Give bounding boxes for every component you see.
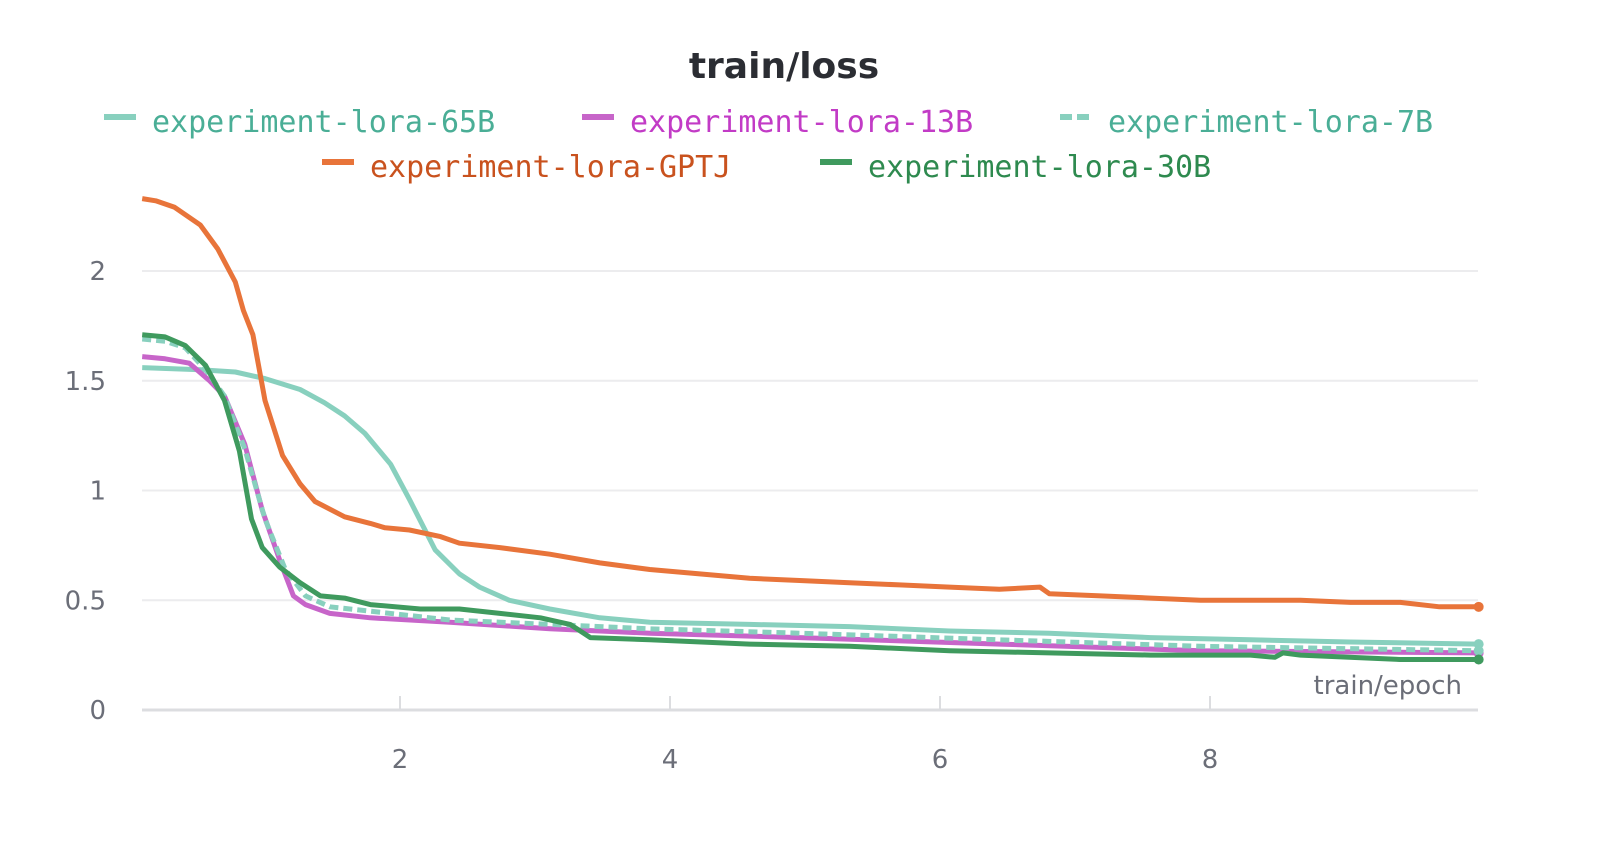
x-tick-label: 2 <box>392 745 409 775</box>
series-line-experiment-lora-7B <box>141 336 1479 654</box>
y-tick-label: 0.5 <box>65 586 106 616</box>
series-end-point <box>1473 654 1484 665</box>
legend-label: experiment-lora-65B <box>152 105 495 140</box>
y-tick-label: 1.5 <box>65 367 106 397</box>
legend-label: experiment-lora-13B <box>630 105 973 140</box>
series-lines <box>141 196 1484 665</box>
series-line-experiment-lora-13B <box>141 354 1479 656</box>
x-axis-label: train/epoch <box>1314 671 1462 701</box>
series-end-point <box>1473 645 1484 656</box>
series-line-experiment-lora-65B <box>142 365 1479 647</box>
legend-label: experiment-lora-30B <box>868 150 1211 185</box>
y-tick-label: 0 <box>89 696 106 726</box>
chart-title: train/loss <box>689 46 879 87</box>
y-tick-label: 2 <box>89 257 106 287</box>
legend-item[interactable]: experiment-lora-7B <box>1060 105 1433 140</box>
grid: 0 0.5 1 1.5 2 2 4 6 8 <box>65 257 1478 775</box>
legend-item[interactable]: experiment-lora-13B <box>582 105 973 140</box>
legend-label: experiment-lora-GPTJ <box>370 150 731 185</box>
legend: experiment-lora-65B experiment-lora-13B ex… <box>104 105 1433 185</box>
series-end-point <box>1473 601 1484 612</box>
legend-item[interactable]: experiment-lora-65B <box>104 105 495 140</box>
series-line-experiment-lora-GPTJ <box>141 196 1479 610</box>
x-tick-label: 8 <box>1202 745 1219 775</box>
y-tick-label: 1 <box>89 477 106 507</box>
x-tick-label: 4 <box>662 745 679 775</box>
series-line-experiment-lora-30B <box>141 332 1479 662</box>
legend-item[interactable]: experiment-lora-GPTJ <box>322 150 731 185</box>
x-tick-label: 6 <box>932 745 949 775</box>
legend-item[interactable]: experiment-lora-30B <box>820 150 1211 185</box>
legend-label: experiment-lora-7B <box>1108 105 1433 140</box>
